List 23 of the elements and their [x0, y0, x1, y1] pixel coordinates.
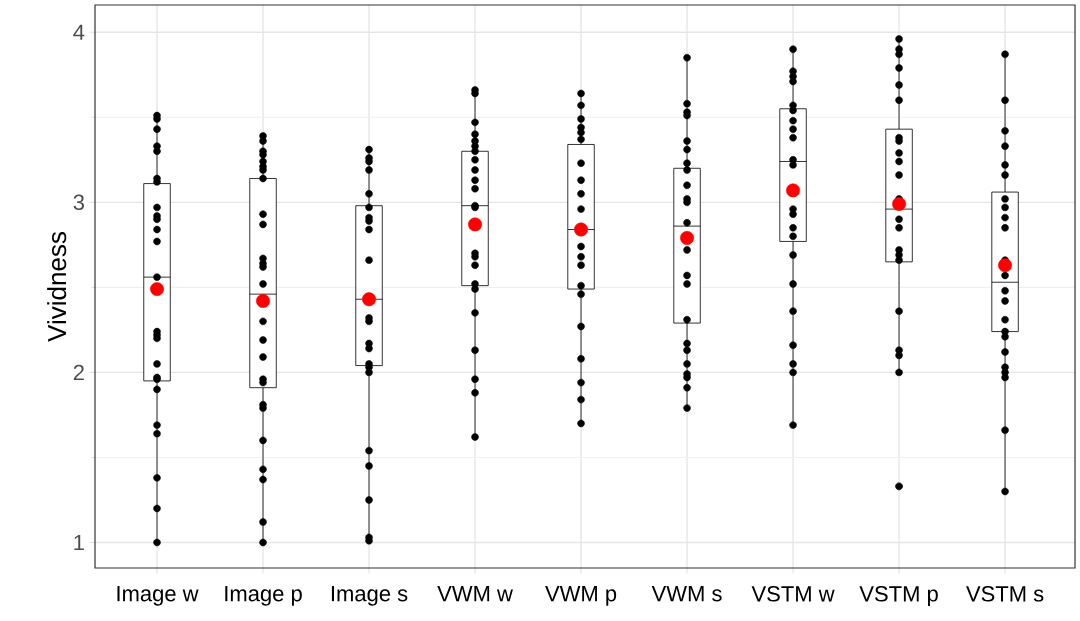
point — [574, 222, 588, 237]
point — [786, 183, 800, 198]
y-tick-label: 2 — [73, 364, 84, 381]
y-tick-label: 3 — [73, 194, 84, 211]
x-tick-label: Image p — [225, 586, 302, 606]
y-tick-label: 4 — [73, 24, 85, 40]
y-axis-title: Vividness — [47, 232, 67, 342]
point — [468, 217, 482, 232]
x-tick-label: Image w — [117, 586, 199, 606]
point — [256, 294, 270, 308]
y-tick-label: 1 — [74, 534, 84, 551]
x-tick-label: VWM p — [545, 586, 617, 606]
x-tick-label: Image s — [331, 586, 408, 606]
x-tick-label: VSTM s — [966, 586, 1044, 602]
x-tick-label: VSTM p — [859, 586, 938, 606]
point — [680, 231, 694, 245]
x-tick-label: VSTM w — [751, 586, 835, 602]
point — [362, 292, 376, 307]
x-tick-label: VWM w — [437, 586, 513, 602]
x-tick-label: VWM s — [651, 586, 722, 602]
point — [998, 258, 1012, 273]
point — [892, 197, 906, 211]
point — [150, 282, 164, 296]
